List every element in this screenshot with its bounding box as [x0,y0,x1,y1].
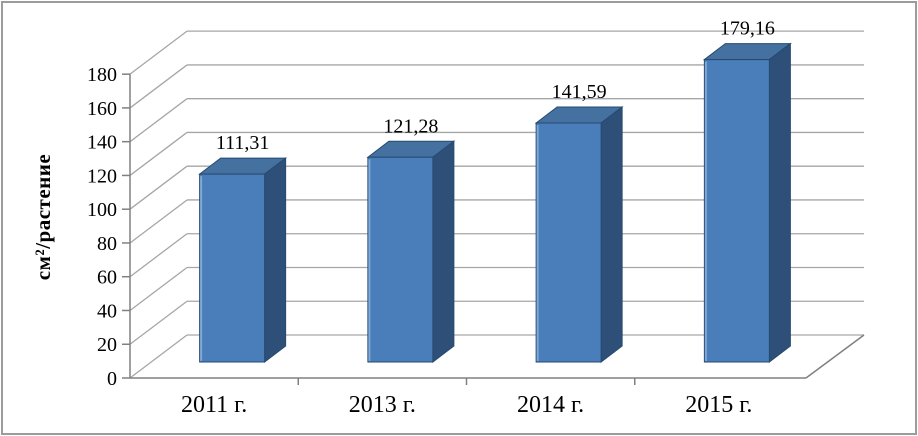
bar [534,105,624,364]
x-category-label: 2011 г. [181,392,247,418]
gridline-depth-connector [129,98,188,143]
y-tick-label: 120 [87,165,117,187]
y-tick-label: 100 [87,199,117,221]
gridline-depth-connector [129,266,188,311]
bar-value-label: 179,16 [720,18,775,40]
y-tick-label: 80 [97,233,117,255]
bar [366,140,456,364]
y-tick-label: 60 [97,267,117,289]
bar-side-face [768,42,791,364]
bar-value-label: 111,31 [216,132,270,154]
gridline-depth-connector [129,334,188,379]
y-tick-label: 140 [87,132,117,154]
x-category-label: 2013 г. [349,392,416,418]
floor-right-edge [805,334,865,379]
y-tick-label: 20 [97,334,117,356]
y-axis-title: см²/растение [31,153,55,281]
gridline-depth-connector [129,131,188,176]
gridline-depth-connector [129,199,188,244]
gridline-depth-connector [129,64,188,109]
axes-layer [122,73,865,385]
y-tick-label: 160 [87,98,117,120]
bars-layer [198,42,792,364]
bar-side-face [264,157,287,364]
bar-front-face [199,173,266,363]
bar-front-face [535,122,602,363]
bar-front-face [367,156,434,363]
gridline-depth-connector [129,300,188,345]
bar-value-label: 121,28 [383,115,438,137]
x-category-label: 2015 г. [685,392,752,418]
y-tick-label: 40 [97,300,117,322]
y-tick-label: 0 [107,368,117,390]
bar [702,42,792,364]
y-tick-label: 180 [87,64,117,86]
bar-front-face [703,59,770,363]
bar-side-face [432,140,455,364]
bar [198,157,288,364]
gridline-depth-connector [129,233,188,278]
bar-side-face [600,105,623,364]
gridline-depth-connector [129,30,188,75]
labels-layer: 0 20 40 60 80 100 120 140 160 180 111,31 2011 г. 121… [87,18,775,418]
x-category-label: 2014 г. [517,392,584,418]
gridline-depth-connector [129,165,188,210]
bar-value-label: 141,59 [552,81,607,103]
